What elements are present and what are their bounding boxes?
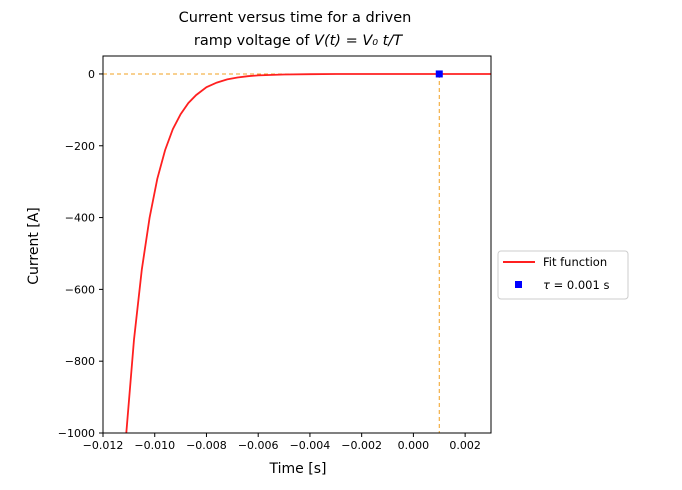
x-tick-label: 0.002	[449, 439, 481, 452]
y-tick-label: −200	[65, 140, 95, 153]
legend-fit-function-label: Fit function	[543, 255, 607, 269]
legend-tau-value: = 0.001 s	[550, 278, 610, 292]
x-axis-label: Time [s]	[269, 461, 327, 477]
x-tick-label: −0.002	[341, 439, 382, 452]
x-tick-label: −0.008	[186, 439, 227, 452]
legend: Fit function τ = 0.001 s	[497, 250, 629, 300]
plot-area	[102, 55, 492, 434]
x-tick-label: 0.000	[398, 439, 430, 452]
legend-tau-marker-swatch	[515, 281, 522, 288]
chart-title-line-2-prefix: ramp voltage of	[194, 33, 314, 49]
y-tick-label: −1000	[58, 427, 95, 440]
chart-title-line-2-math: V(t) = V₀ t/T	[314, 33, 403, 49]
plot-content	[103, 73, 491, 433]
x-tick-label: −0.004	[290, 439, 331, 452]
chart-title-line-2: ramp voltage of V(t) = V₀ t/T	[194, 33, 403, 49]
x-tick-label: −0.010	[134, 439, 175, 452]
y-tick-label: 0	[88, 68, 95, 81]
legend-tau-label: τ = 0.001 s	[543, 278, 609, 292]
y-axis-label: Current [A]	[26, 207, 42, 285]
series-fit-function-line	[125, 73, 491, 433]
x-axis: −0.012 −0.010 −0.008 −0.006 −0.004 −0.002 0.00…	[83, 433, 481, 452]
x-tick-label: −0.012	[83, 439, 124, 452]
y-tick-label: −800	[65, 355, 95, 368]
series-tau-marker	[435, 70, 443, 78]
y-tick-label: −400	[65, 212, 95, 225]
chart-title: Current versus time for a driven ramp vo…	[179, 10, 412, 49]
y-axis: 0 −200 −400 −600 −800 −1000	[58, 68, 103, 440]
legend-tau-symbol: τ	[543, 278, 550, 292]
plot-frame	[102, 55, 492, 434]
x-tick-label: −0.006	[238, 439, 279, 452]
chart-title-line-1: Current versus time for a driven	[179, 10, 412, 26]
y-tick-label: −600	[65, 283, 95, 296]
